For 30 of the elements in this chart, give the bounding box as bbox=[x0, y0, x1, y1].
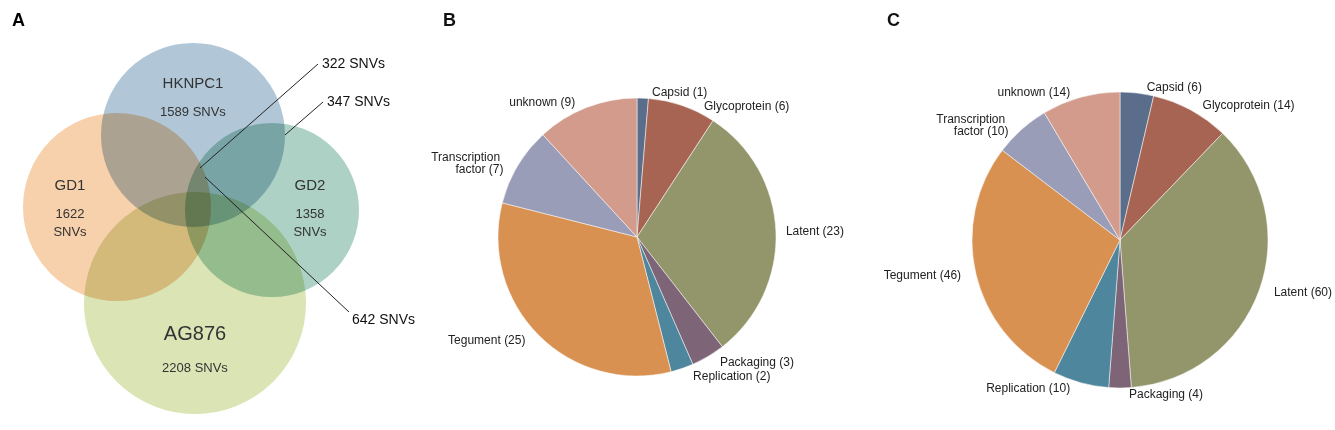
slice-label: Latent (60) bbox=[1273, 285, 1332, 300]
slice-label: Packaging (4) bbox=[1129, 387, 1204, 401]
category-label: GD2 bbox=[294, 176, 326, 193]
slice-label: Transcription factor (10) bbox=[936, 112, 1009, 139]
slice-label: Glycoprotein (6) bbox=[703, 99, 790, 114]
text: 642 SNVs bbox=[352, 311, 416, 327]
slice-label: Transcription factor (7) bbox=[431, 149, 504, 176]
slice-label: Capsid (6) bbox=[1146, 80, 1203, 95]
slice-label: unknown (14) bbox=[997, 84, 1071, 99]
text: 322 SNVs bbox=[322, 55, 386, 71]
slice-label: Capsid (1) bbox=[651, 85, 708, 100]
slice-label: Replication (2) bbox=[693, 368, 771, 383]
slice-label: unknown (9) bbox=[509, 94, 576, 109]
text: A bbox=[12, 10, 25, 30]
slice-label: Replication (10) bbox=[986, 381, 1071, 396]
category-label: AG876 bbox=[163, 322, 227, 344]
text: 1622 SNVs bbox=[53, 206, 88, 239]
category-label: HKNPC1 bbox=[162, 74, 224, 91]
text: 1589 SNVs bbox=[160, 104, 227, 119]
slice-label: Tegument (25) bbox=[448, 332, 526, 347]
text: 347 SNVs bbox=[327, 93, 391, 109]
chart-title: B bbox=[443, 10, 456, 30]
chart-title: C bbox=[887, 10, 900, 30]
slice-label: Glycoprotein (14) bbox=[1202, 97, 1295, 112]
category-label: GD1 bbox=[54, 176, 86, 193]
slice-label: Packaging (3) bbox=[719, 354, 794, 369]
text: 2208 SNVs bbox=[162, 360, 229, 375]
slice-label: Tegument (46) bbox=[883, 268, 962, 283]
text: 1358 SNVs bbox=[293, 206, 328, 239]
slice-label: Latent (23) bbox=[785, 224, 844, 239]
